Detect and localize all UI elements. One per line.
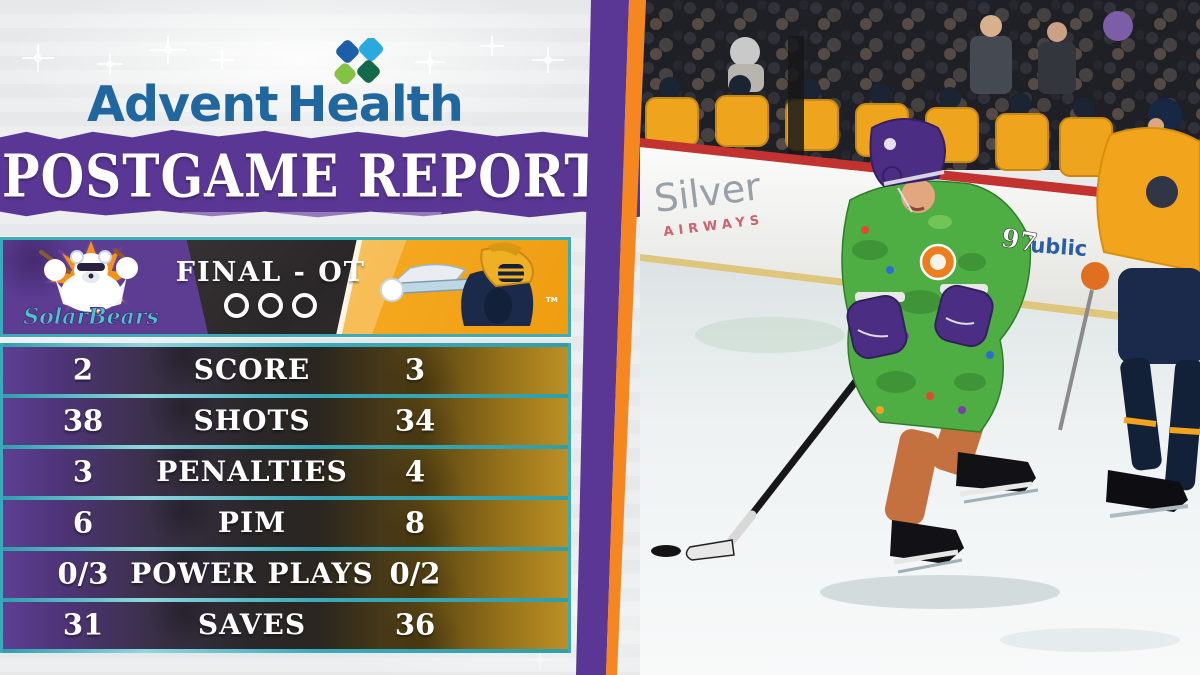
stat-row-penalties: 3 PENALTIES 4 <box>3 449 568 496</box>
scoreboard: ORLANDO SolarBears TM <box>0 237 571 337</box>
sponsor-logo: Advent Health <box>40 20 510 132</box>
row-divider <box>3 496 568 500</box>
away-value: 0/2 <box>389 556 441 591</box>
puck <box>651 545 681 557</box>
home-value: 2 <box>72 352 94 387</box>
row-divider <box>3 343 568 347</box>
glove-right <box>934 284 994 348</box>
home-wordmark: SolarBears <box>23 304 159 330</box>
adventhealth-pinwheel-icon <box>334 38 384 84</box>
report-panel: Advent Health POSTGAME REPORT <box>0 0 660 675</box>
row-divider <box>3 445 568 449</box>
away-value: 8 <box>404 505 426 540</box>
player-number: 97 <box>999 223 1040 259</box>
game-status: FINAL - OT <box>175 256 366 288</box>
away-value: 3 <box>404 352 426 387</box>
stat-label: PENALTIES <box>156 454 348 488</box>
home-value: 38 <box>62 403 104 438</box>
main-player: 97 <box>651 118 1060 609</box>
home-value: 31 <box>62 607 104 642</box>
hockey-action-illustration: Silver AIRWAYS ublic <box>640 0 1200 675</box>
away-value: 36 <box>394 607 436 642</box>
player-face <box>901 179 935 213</box>
ot-circle <box>224 292 250 318</box>
solar-bears-logo: ORLANDO SolarBears <box>23 240 159 331</box>
home-city-label: ORLANDO <box>72 296 111 304</box>
stat-row-shots: 38 SHOTS 34 <box>3 398 568 445</box>
ot-circle <box>292 292 318 318</box>
board-ad-partial: ublic <box>1030 233 1088 261</box>
row-divider <box>3 394 568 398</box>
overtime-indicator <box>224 292 318 318</box>
gladiators-logo: TM <box>380 242 558 326</box>
sponsor-word-advent: Advent <box>87 76 278 133</box>
home-value: 3 <box>72 454 94 489</box>
sponsor-word-health: Health <box>286 76 464 133</box>
ot-circle <box>258 292 284 318</box>
away-trademark: TM <box>546 296 558 304</box>
title-band: POSTGAME REPORT <box>0 129 662 219</box>
row-divider <box>3 598 568 602</box>
row-divider <box>3 547 568 551</box>
sponsor-wordmark: Advent Health <box>40 80 510 129</box>
stat-row-saves: 31 SAVES 36 <box>3 602 568 649</box>
stat-label: SHOTS <box>193 403 311 437</box>
away-value: 4 <box>404 454 426 489</box>
home-value: 6 <box>72 505 94 540</box>
home-value: 0/3 <box>57 556 109 591</box>
glove-left <box>846 294 908 360</box>
row-divider <box>3 649 568 653</box>
stat-label: SAVES <box>197 607 307 641</box>
away-value: 34 <box>394 403 436 438</box>
stat-label: POWER PLAYS <box>130 556 374 590</box>
game-status-panel <box>186 240 357 334</box>
background-player <box>1058 98 1200 518</box>
stat-row-pim: 6 PIM 8 <box>3 500 568 547</box>
stat-label: PIM <box>217 505 287 539</box>
stat-row-score: 2 SCORE 3 <box>3 347 568 394</box>
stats-table: 2 SCORE 3 38 SHOTS 34 3 PENALTIES 4 6 PI… <box>0 343 571 653</box>
stat-label: SCORE <box>193 352 311 386</box>
page-title: POSTGAME REPORT <box>2 141 603 211</box>
stat-row-power-plays: 0/3 POWER PLAYS 0/2 <box>3 551 568 598</box>
